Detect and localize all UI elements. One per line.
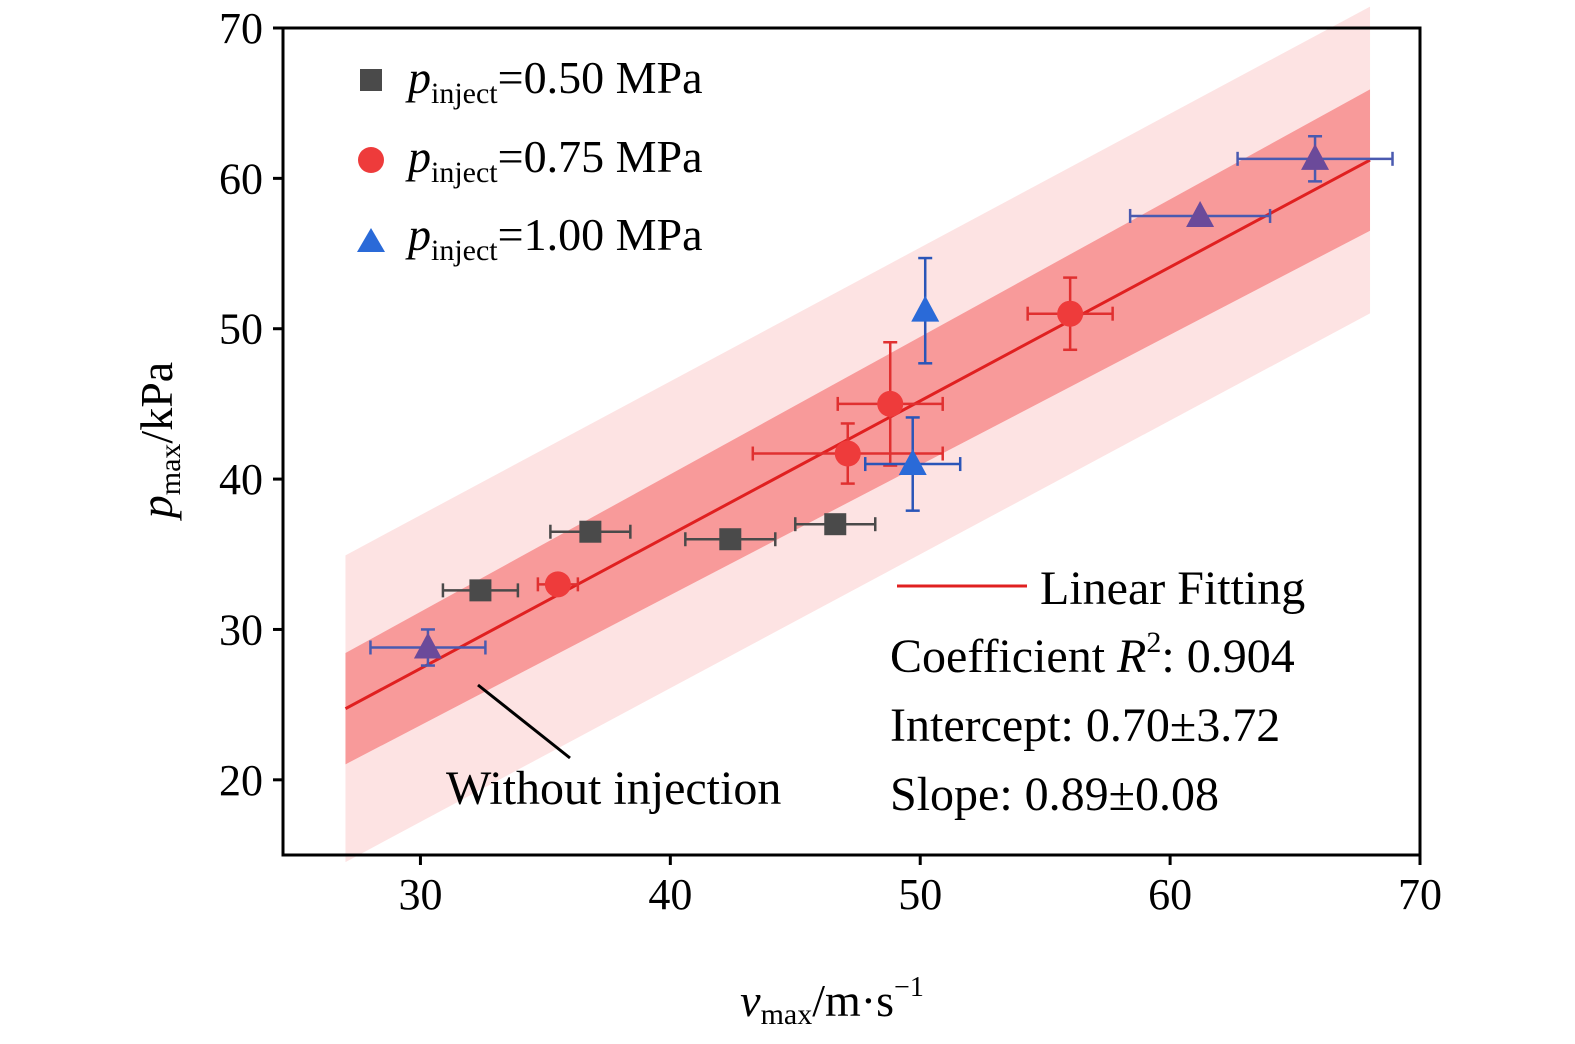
axis-ticks: 30 40 50 60 70 20 30 40 50 60 70 — [219, 4, 1442, 919]
fit-line-group — [344, 158, 1371, 711]
r2-value: : 0.904 — [1161, 630, 1294, 683]
x-tick-label-50: 50 — [898, 870, 942, 919]
legend-marker-075 — [358, 147, 384, 173]
y-tick-label-30: 30 — [219, 605, 263, 654]
data-point-s3-p1 — [1186, 200, 1215, 227]
x-axis-title-sup: −1 — [894, 972, 924, 1003]
y-axis-title: pmax/kPa — [131, 362, 187, 521]
y-tick-label-50: 50 — [219, 305, 263, 354]
legend-label-100: pinject=1.00 MPa — [405, 209, 702, 267]
x-axis-title-sub: max — [761, 998, 813, 1031]
r2-text: Coefficient R2: 0.904 — [890, 626, 1295, 683]
fit-line — [344, 158, 1371, 711]
intercept-text: Intercept: 0.70±3.72 — [890, 699, 1280, 752]
x-tick-label-40: 40 — [648, 870, 692, 919]
r2-prefix: Coefficient — [890, 630, 1117, 683]
r2-symbol: R — [1116, 630, 1146, 683]
y-axis-title-sub: max — [154, 444, 187, 496]
data-point-s0-p1 — [579, 520, 602, 543]
data-point-s3-p2 — [1301, 143, 1330, 170]
data-point-s2-p1 — [911, 295, 940, 322]
legend-label-050-sub: inject — [431, 77, 498, 110]
legend-marker-050 — [360, 69, 382, 91]
x-tick-label-60: 60 — [1148, 870, 1192, 919]
legend-label-100-rest: =1.00 MPa — [498, 209, 703, 260]
confidence-band — [345, 89, 1371, 765]
legend-label-075-sub: inject — [431, 156, 498, 189]
data-point-s0-p0 — [469, 579, 492, 602]
r2-sup: 2 — [1146, 626, 1161, 659]
data-point-s1-p3 — [1057, 300, 1084, 327]
data-point-s2-p0 — [898, 449, 927, 476]
y-axis-title-main: p — [131, 495, 182, 521]
data-point-s1-p1 — [834, 440, 861, 467]
x-axis-title: vmax/m·s−1 — [740, 972, 924, 1031]
y-tick-label-70: 70 — [219, 4, 263, 53]
legend-label-050-main: p — [405, 52, 431, 103]
data-point-s1-p2 — [877, 390, 904, 417]
x-tick-label-30: 30 — [398, 870, 442, 919]
legend-label-050: pinject=0.50 MPa — [405, 52, 702, 110]
legend-fit-label: Linear Fitting — [1040, 562, 1305, 615]
y-tick-label-20: 20 — [219, 756, 263, 805]
data-point-s3-p0 — [413, 632, 442, 659]
callout-line — [477, 683, 571, 760]
plot-frame — [281, 26, 1422, 857]
legend-marker-100 — [357, 228, 385, 252]
data-point-s1-p0 — [544, 571, 571, 598]
y-tick-label-40: 40 — [219, 455, 263, 504]
y-tick-label-60: 60 — [219, 154, 263, 203]
legend-label-075: pinject=0.75 MPa — [405, 131, 702, 189]
data-point-s0-p2 — [719, 528, 742, 551]
x-axis-title-main: v — [740, 975, 761, 1026]
legend-label-075-main: p — [405, 131, 431, 182]
x-axis-title-rest: /m·s — [812, 975, 894, 1026]
legend: pinject=0.50 MPa pinject=0.75 MPa pinjec… — [357, 52, 702, 267]
data-markers — [413, 143, 1330, 659]
legend-label-100-sub: inject — [431, 234, 498, 267]
y-axis-title-rest: /kPa — [131, 362, 182, 444]
callout-label: Without injection — [446, 762, 781, 815]
data-point-s0-p3 — [824, 513, 847, 536]
plot-border — [281, 26, 1422, 857]
legend-label-050-rest: =0.50 MPa — [498, 52, 703, 103]
x-tick-label-70: 70 — [1398, 870, 1442, 919]
slope-text: Slope: 0.89±0.08 — [890, 768, 1219, 821]
legend-label-100-main: p — [405, 209, 431, 260]
legend-label-075-rest: =0.75 MPa — [498, 131, 703, 182]
fit-statistics: Linear Fitting Coefficient R2: 0.904 Int… — [890, 562, 1305, 821]
